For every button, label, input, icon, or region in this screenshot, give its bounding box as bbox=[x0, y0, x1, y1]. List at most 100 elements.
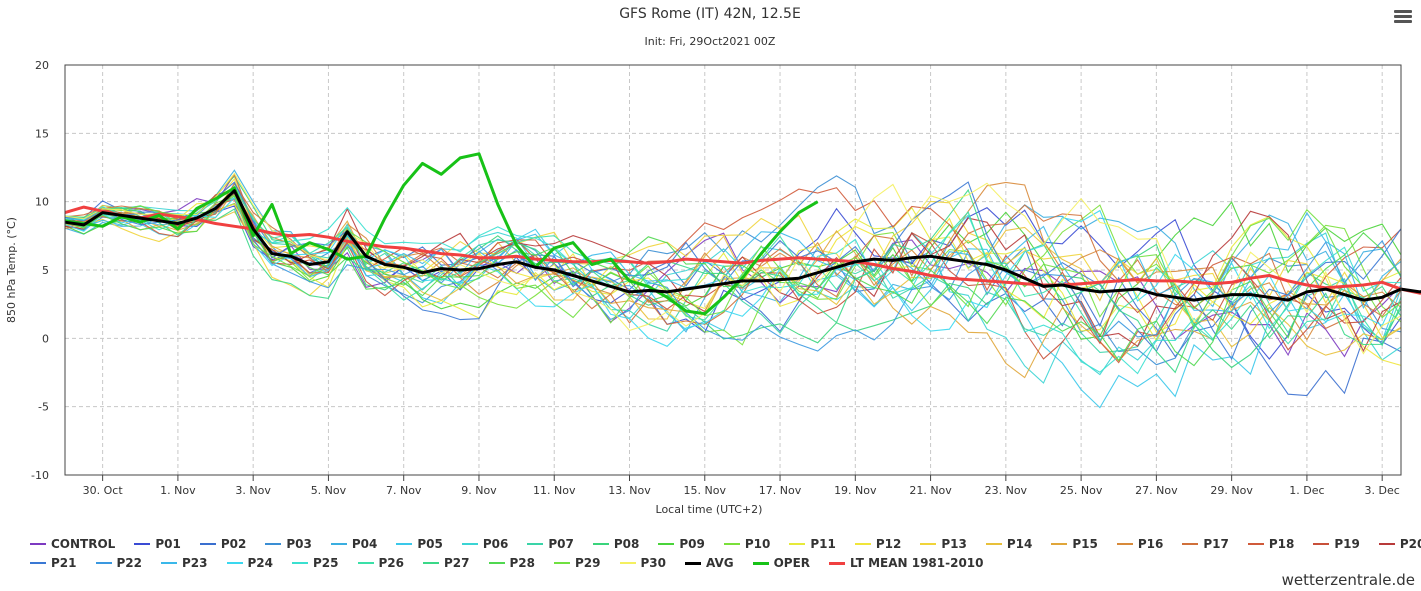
legend-item-oper[interactable]: OPER bbox=[752, 555, 811, 570]
legend-item-p09[interactable]: P09 bbox=[658, 537, 705, 551]
legend-label: P21 bbox=[51, 555, 77, 570]
legend-label: P18 bbox=[1268, 536, 1295, 551]
legend-label: P25 bbox=[313, 555, 339, 570]
chart-title: GFS Rome (IT) 42N, 12.5E bbox=[619, 6, 801, 22]
x-tick-label: 11. Nov bbox=[533, 484, 576, 497]
legend-label: P20 bbox=[1399, 536, 1421, 551]
legend-label: P07 bbox=[548, 536, 574, 551]
legend-item-p27[interactable]: P27 bbox=[423, 556, 470, 570]
legend-label: P15 bbox=[1072, 536, 1098, 551]
y-tick-label: -5 bbox=[38, 401, 49, 414]
legend-label: P28 bbox=[509, 555, 536, 570]
legend-symbol bbox=[396, 543, 413, 545]
member-line-p17 bbox=[64, 182, 1402, 330]
x-tick-label: 5. Nov bbox=[311, 484, 347, 497]
legend-item-p08[interactable]: P08 bbox=[592, 537, 639, 551]
member-line-p20 bbox=[64, 192, 1402, 353]
chart-subtitle: Init: Fri, 29Oct2021 00Z bbox=[645, 35, 776, 48]
legend-row: P21 P22 P23 P24 P25 P26 P27 P28 P29 P30 AVG OPER LT … bbox=[30, 555, 1410, 574]
legend-item-p21[interactable]: P21 bbox=[30, 556, 77, 570]
member-line-p29 bbox=[64, 194, 1402, 324]
legend-symbol bbox=[265, 543, 282, 545]
legend-item-p03[interactable]: P03 bbox=[265, 537, 312, 551]
legend-item-p17[interactable]: P17 bbox=[1182, 537, 1229, 551]
y-tick-label: 10 bbox=[35, 196, 49, 209]
legend-label: P10 bbox=[744, 536, 771, 551]
legend-item-p04[interactable]: P04 bbox=[330, 537, 377, 551]
legend-item-p24[interactable]: P24 bbox=[226, 555, 274, 570]
legend-label: P02 bbox=[220, 536, 247, 551]
member-line-p09 bbox=[64, 201, 1402, 340]
legend-item-p01[interactable]: P01 bbox=[134, 537, 181, 551]
legend-item-p05[interactable]: P05 bbox=[396, 537, 443, 551]
legend-item-p02[interactable]: P02 bbox=[199, 536, 247, 551]
legend-label: OPER bbox=[773, 555, 811, 570]
legend-label: P14 bbox=[1006, 536, 1033, 551]
legend-item-lt[interactable]: LT MEAN 1981-2010 bbox=[829, 556, 984, 570]
legend-item-p10[interactable]: P10 bbox=[723, 536, 771, 551]
legend-item-p13[interactable]: P13 bbox=[920, 537, 967, 551]
legend-symbol bbox=[592, 543, 609, 545]
legend-item-control[interactable]: CONTROL bbox=[30, 537, 115, 551]
x-tick-label: 3. Nov bbox=[235, 484, 271, 497]
legend-label: P30 bbox=[640, 555, 667, 570]
x-tick-label: 19. Nov bbox=[834, 484, 877, 497]
y-axis-ticks: 20 15 10 5 0 -5 -10 bbox=[31, 59, 49, 482]
legend-item-p12[interactable]: P12 bbox=[854, 537, 901, 551]
menu-icon[interactable] bbox=[1394, 8, 1412, 26]
legend-symbol bbox=[199, 543, 216, 545]
legend-label: P27 bbox=[444, 555, 470, 570]
series-line-avg bbox=[64, 189, 1421, 302]
legend-item-p26[interactable]: P26 bbox=[357, 555, 405, 570]
legend-label: P23 bbox=[182, 555, 208, 570]
x-axis-label: Local time (UTC+2) bbox=[656, 503, 763, 516]
legend-label: P03 bbox=[286, 536, 312, 551]
legend-item-p16[interactable]: P16 bbox=[1116, 537, 1163, 551]
legend-symbol bbox=[226, 562, 243, 564]
series-line-lt bbox=[64, 205, 1421, 295]
member-line-p30 bbox=[64, 172, 1402, 355]
legend-item-p06[interactable]: P06 bbox=[461, 537, 508, 551]
legend-item-p19[interactable]: P19 bbox=[1313, 537, 1360, 551]
legend-symbol bbox=[920, 543, 937, 545]
legend-item-p11[interactable]: P11 bbox=[789, 537, 836, 551]
x-tick-label: 23. Nov bbox=[985, 484, 1028, 497]
legend-symbol bbox=[423, 562, 439, 564]
legend-item-avg[interactable]: AVG bbox=[685, 556, 734, 570]
legend-item-p07[interactable]: P07 bbox=[527, 537, 574, 551]
legend-symbol bbox=[1313, 543, 1330, 545]
credit-text: wetterzentrale.de bbox=[1281, 571, 1415, 589]
legend-label: P24 bbox=[247, 555, 274, 570]
legend-item-p14[interactable]: P14 bbox=[985, 536, 1033, 551]
legend-item-p29[interactable]: P29 bbox=[554, 556, 601, 570]
legend-symbol bbox=[619, 562, 636, 564]
legend-symbol bbox=[723, 543, 740, 545]
member-line-p15 bbox=[64, 189, 1402, 379]
legend-item-p20[interactable]: P20 bbox=[1378, 536, 1421, 551]
legend-symbol bbox=[30, 562, 46, 564]
legend-label: CONTROL bbox=[51, 536, 116, 551]
legend-item-p22[interactable]: P22 bbox=[95, 555, 143, 570]
legend-item-p30[interactable]: P30 bbox=[619, 555, 667, 570]
x-tick-label: 17. Nov bbox=[759, 484, 802, 497]
plot-frame bbox=[64, 64, 1402, 476]
legend-symbol bbox=[829, 561, 846, 565]
legend-label: P26 bbox=[378, 555, 405, 570]
legend-item-p23[interactable]: P23 bbox=[161, 556, 208, 570]
legend-label: P29 bbox=[575, 555, 601, 570]
x-tick-label: 13. Nov bbox=[608, 484, 651, 497]
legend-item-p15[interactable]: P15 bbox=[1051, 537, 1098, 551]
legend-item-p28[interactable]: P28 bbox=[488, 555, 536, 570]
legend-item-p25[interactable]: P25 bbox=[292, 556, 339, 570]
legend-symbol bbox=[30, 543, 46, 545]
legend-label: P11 bbox=[810, 536, 836, 551]
legend-symbol bbox=[134, 543, 151, 545]
x-tick-label: 30. Oct bbox=[83, 484, 124, 497]
legend-label: P22 bbox=[116, 555, 143, 570]
legend-item-p18[interactable]: P18 bbox=[1247, 536, 1295, 551]
legend-symbol bbox=[854, 543, 871, 545]
legend-label: P01 bbox=[155, 536, 181, 551]
legend-row: CONTROL P01 P02 P03 P04 P05 P06 P07 P08 P09 P10 P11… bbox=[30, 536, 1421, 555]
legend-label: P05 bbox=[417, 536, 443, 551]
